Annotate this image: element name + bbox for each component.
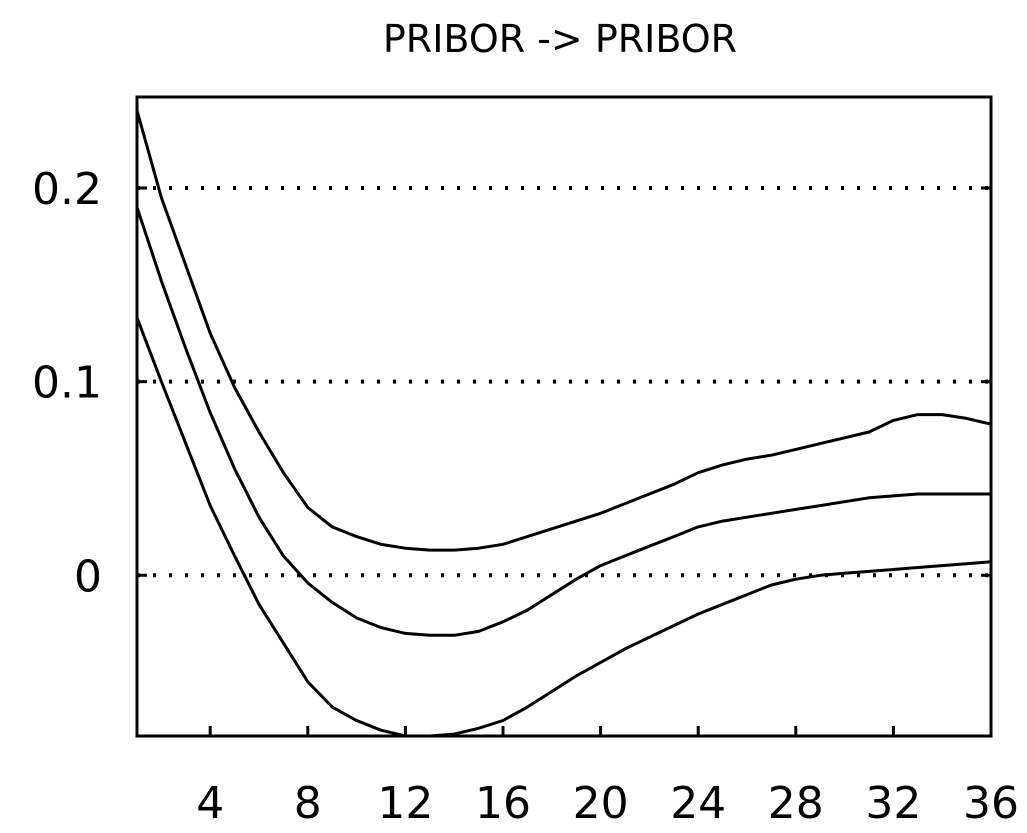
- chart-title: PRIBOR -> PRIBOR: [383, 17, 737, 61]
- x-tick-label-8: 36: [963, 778, 1019, 829]
- series-line-0: [135, 110, 992, 552]
- x-tick-label-0: 4: [196, 778, 224, 829]
- grid-lines: [137, 186, 991, 578]
- x-tick-label-6: 28: [768, 778, 824, 829]
- y-tick-label-0: 0: [74, 551, 102, 602]
- x-tick-label-3: 16: [475, 778, 531, 829]
- series-lines: [135, 110, 992, 738]
- x-tick-label-2: 12: [377, 778, 433, 829]
- y-axis-ticks: 0 0.1 0.2: [32, 164, 991, 602]
- x-tick-label-1: 8: [294, 778, 322, 829]
- x-axis-ticks: 4 8 12 16 20 24 28 32 36: [196, 726, 1019, 829]
- series-line-2: [135, 317, 992, 738]
- y-tick-label-2: 0.2: [32, 164, 102, 215]
- x-tick-label-4: 20: [573, 778, 629, 829]
- series-line-1: [135, 206, 991, 637]
- x-tick-label-5: 24: [670, 778, 726, 829]
- y-tick-label-1: 0.1: [32, 358, 102, 409]
- plot-frame: [135, 95, 993, 738]
- x-tick-label-7: 32: [865, 778, 921, 829]
